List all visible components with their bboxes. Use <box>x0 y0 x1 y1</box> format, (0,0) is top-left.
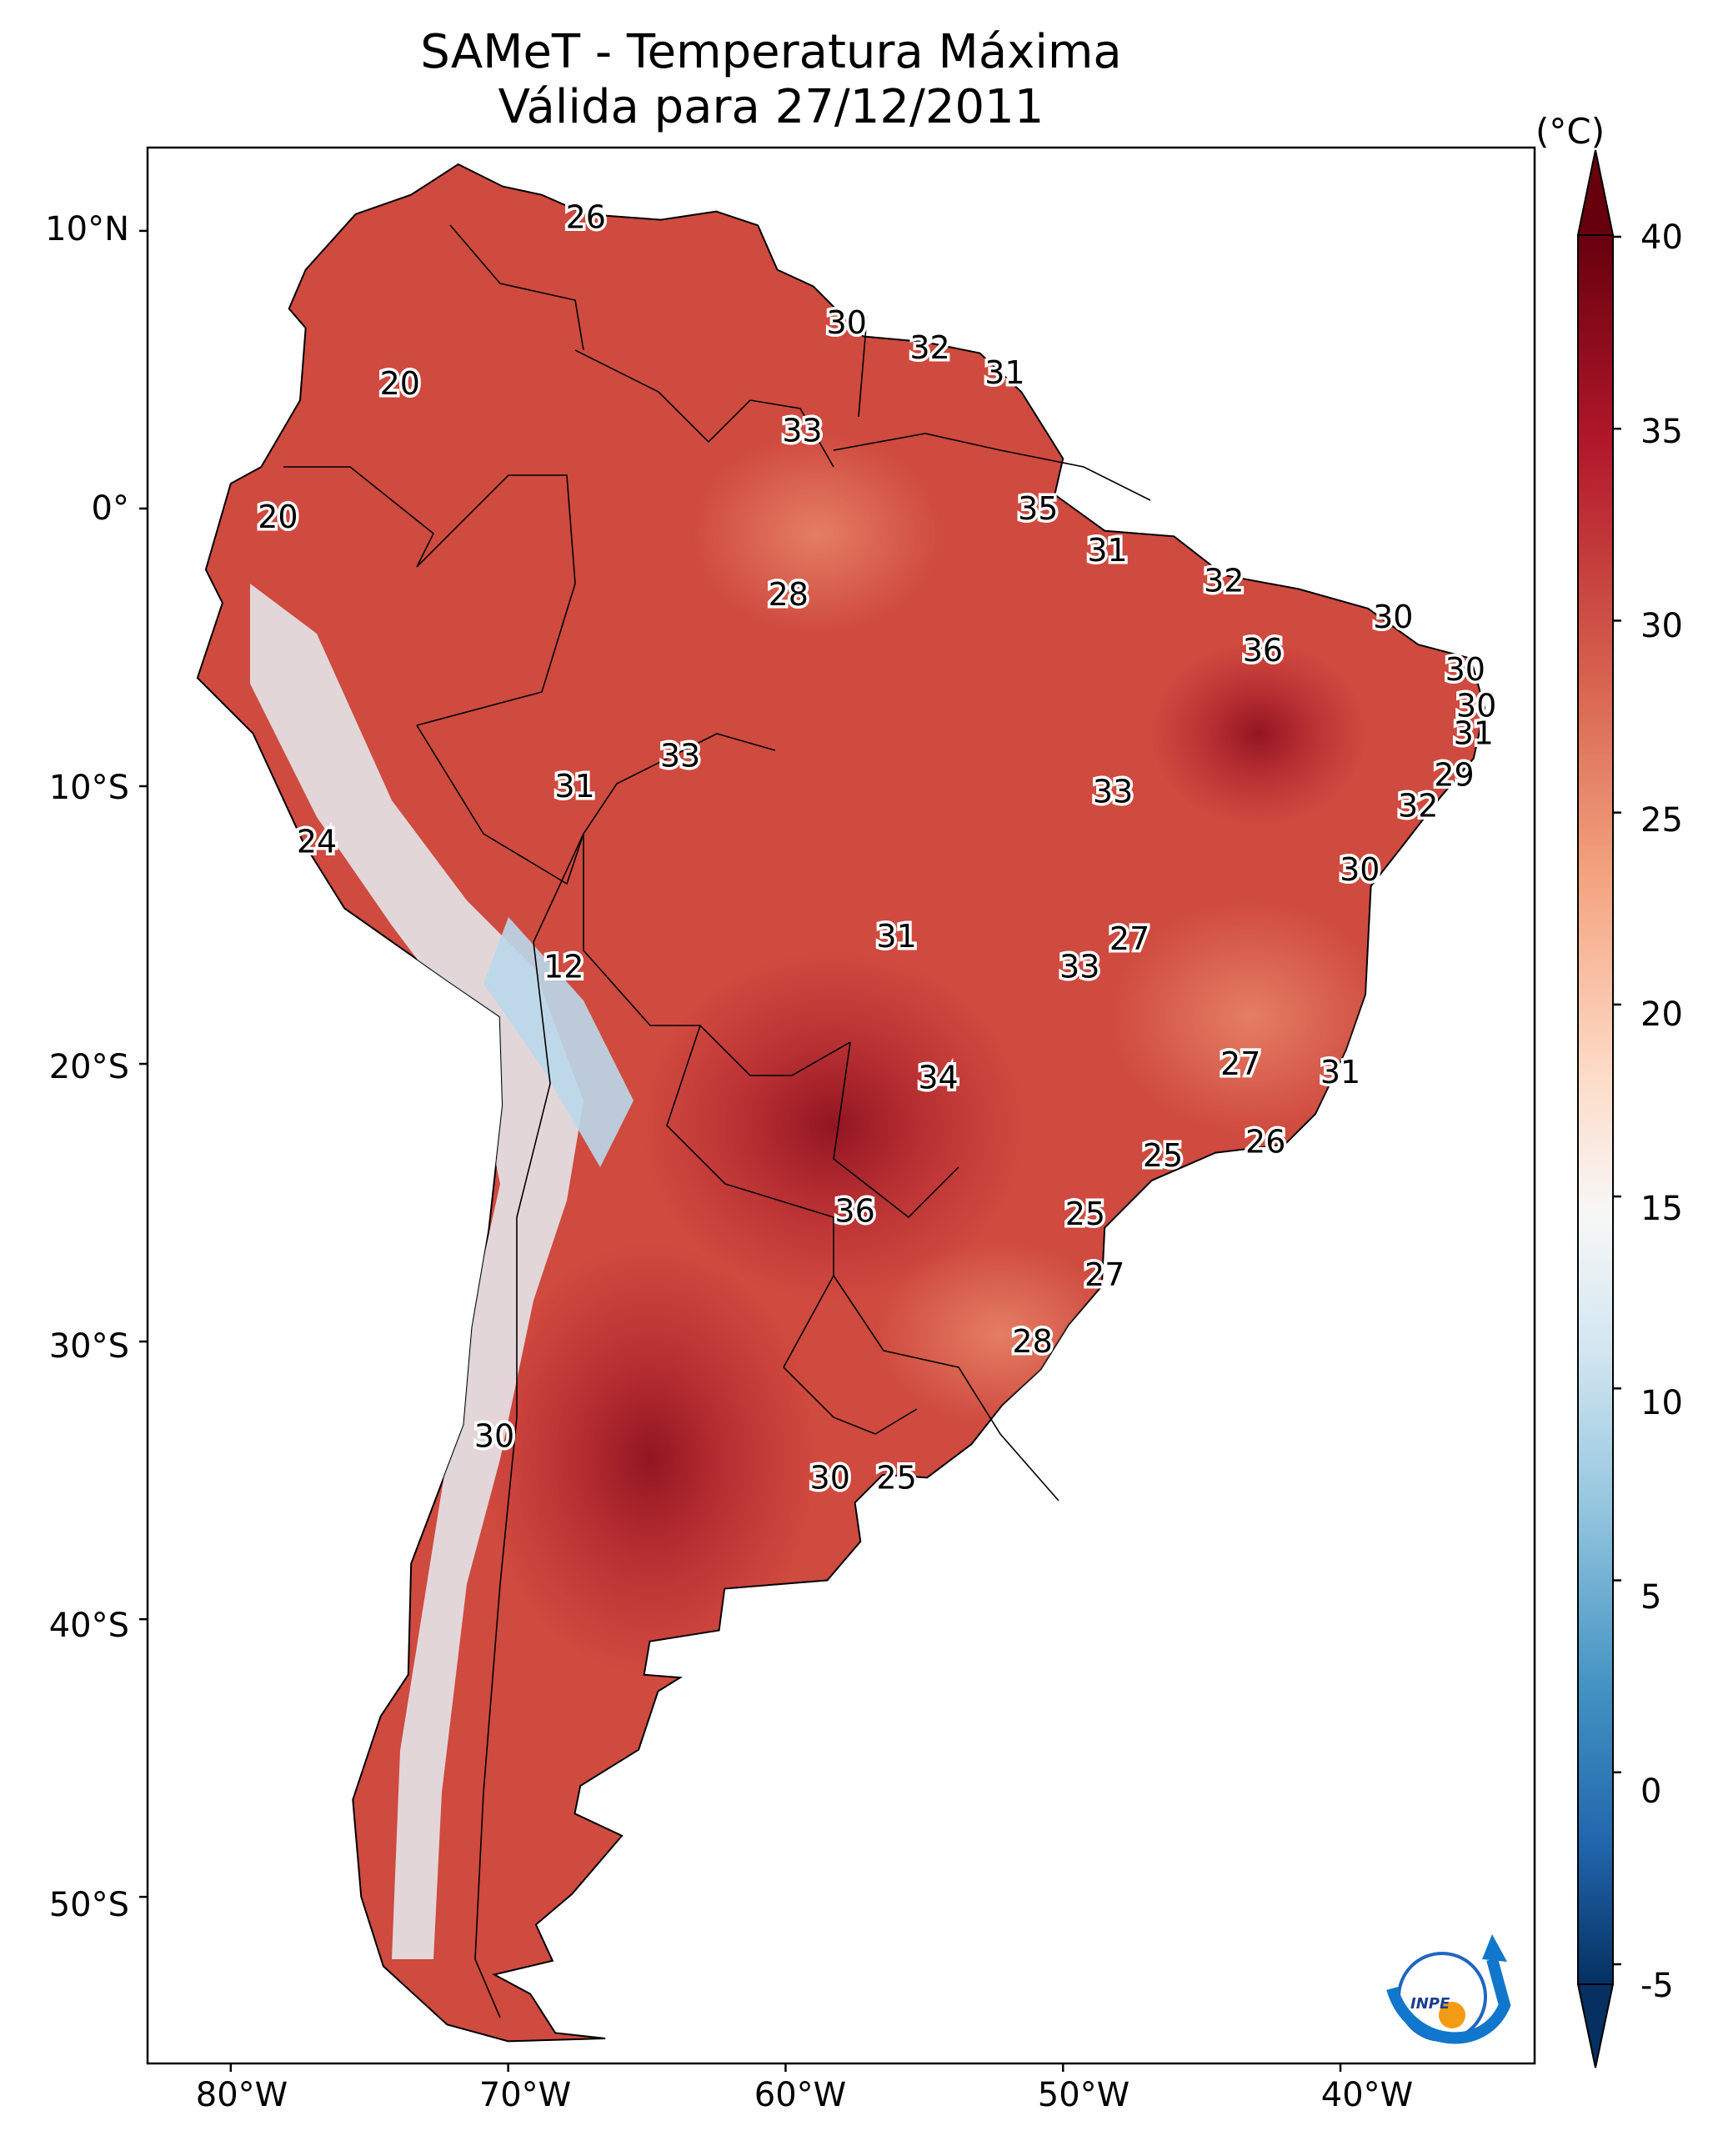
temperature-shading <box>250 434 1392 1959</box>
contour-label: 31 <box>1454 715 1494 752</box>
lat-label-40s: 40°S <box>48 1607 129 1645</box>
contour-label: 24 <box>297 824 337 860</box>
contour-label: 34 <box>918 1060 958 1096</box>
contour-label: 27 <box>1084 1256 1124 1293</box>
contour-label: 30 <box>474 1417 514 1454</box>
colorbar-tick-15: 15 <box>1640 1190 1683 1228</box>
contour-label: 25 <box>876 1459 916 1496</box>
country-borders <box>283 224 1151 2018</box>
contour-label: 33 <box>1059 949 1099 985</box>
contour-label: 27 <box>1109 920 1150 957</box>
axis-ticks <box>139 229 1342 2072</box>
contour-label: 31 <box>1320 1054 1360 1091</box>
contour-label: 32 <box>909 329 949 366</box>
contour-label: 20 <box>380 365 420 402</box>
contour-label: 25 <box>1065 1196 1105 1232</box>
contour-label: 29 <box>1434 757 1474 794</box>
contour-label: 30 <box>1340 851 1380 888</box>
map-subtitle: Válida para 27/12/2011 <box>498 80 1044 134</box>
inpe-logo: INPE <box>1386 1934 1511 2044</box>
contour-label: 30 <box>810 1459 850 1496</box>
lon-label-80w: 80°W <box>195 2076 288 2114</box>
map-title: SAMeT - Temperatura Máxima <box>420 25 1122 79</box>
colorbar-tick-40: 40 <box>1640 218 1683 257</box>
lat-label-10n: 10°N <box>45 210 129 248</box>
lat-label-30s: 30°S <box>48 1327 129 1366</box>
colorbar-tick-25: 25 <box>1640 801 1683 840</box>
lon-label-40w: 40°W <box>1320 2076 1414 2114</box>
lon-label-50w: 50°W <box>1037 2076 1130 2114</box>
contour-label: 30 <box>827 304 867 341</box>
lon-label-70w: 70°W <box>478 2076 572 2114</box>
contour-label: 32 <box>1398 787 1438 824</box>
contour-label: 31 <box>984 354 1024 391</box>
contour-label: 35 <box>1018 490 1058 527</box>
contour-label: 30 <box>1456 687 1496 724</box>
contour-label: 32 <box>1204 563 1244 599</box>
contour-label: 31 <box>554 768 594 805</box>
lon-label-60w: 60°W <box>754 2076 847 2114</box>
contour-label: 12 <box>543 949 584 985</box>
lat-label-50s: 50°S <box>48 1886 129 1924</box>
contour-label: 30 <box>1445 651 1485 688</box>
contour-label: 31 <box>876 918 916 955</box>
contour-label: 33 <box>1093 774 1133 810</box>
contour-label: 31 <box>1087 532 1127 569</box>
colorbar <box>1576 149 1621 2068</box>
contour-label: 25 <box>1143 1137 1183 1174</box>
contour-label: 28 <box>769 576 809 613</box>
contour-label: 33 <box>660 737 700 774</box>
contour-label: 33 <box>782 413 822 449</box>
colorbar-tick-10: 10 <box>1640 1384 1683 1422</box>
contour-label: 26 <box>566 198 606 235</box>
colorbar-tick-35: 35 <box>1640 413 1683 451</box>
colorbar-tick-5: 5 <box>1640 1578 1662 1617</box>
colorbar-unit: (°C) <box>1535 111 1605 152</box>
lat-label-20s: 20°S <box>48 1048 129 1086</box>
lat-label-0: 0° <box>91 489 129 528</box>
map-frame <box>146 146 1536 2065</box>
contour-label: 36 <box>1243 632 1283 669</box>
contour-label: 27 <box>1220 1045 1260 1082</box>
contour-label: 20 <box>258 499 298 535</box>
lat-label-10s: 10°S <box>48 769 129 807</box>
colorbar-tick-0: 0 <box>1640 1772 1662 1811</box>
contour-label: 28 <box>1012 1323 1052 1360</box>
colorbar-tick-20: 20 <box>1640 995 1683 1034</box>
contour-label: 36 <box>834 1193 874 1230</box>
contour-label: 30 <box>1373 599 1413 635</box>
contour-label: 26 <box>1245 1123 1285 1160</box>
logo-text: INPE <box>1410 1995 1450 2013</box>
colorbar-tick-minus5: -5 <box>1640 1967 1674 2005</box>
colorbar-tick-30: 30 <box>1640 607 1683 645</box>
